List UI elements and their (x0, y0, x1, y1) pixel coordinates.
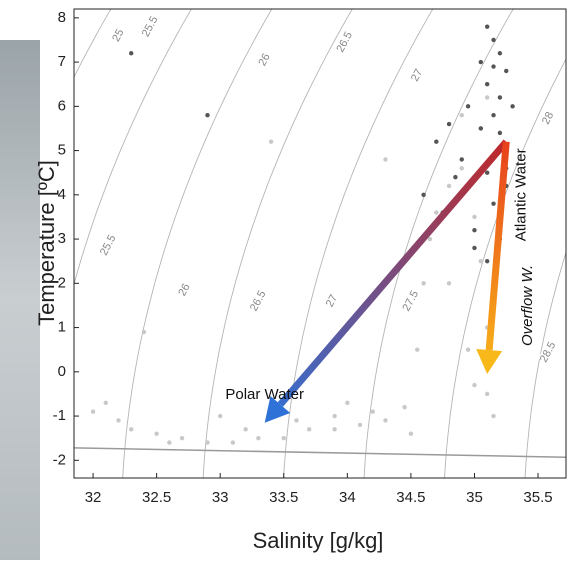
point (383, 157, 387, 161)
x-tick-label: 32 (85, 489, 102, 506)
point (485, 95, 489, 99)
point (447, 122, 451, 126)
point (491, 38, 495, 42)
point (485, 392, 489, 396)
point (358, 423, 362, 427)
point (479, 126, 483, 130)
point (421, 193, 425, 197)
point (460, 113, 464, 117)
point (104, 401, 108, 405)
y-tick-label: 7 (58, 53, 66, 70)
point (294, 418, 298, 422)
point (282, 436, 286, 440)
point (498, 131, 502, 135)
point (479, 259, 483, 263)
point (205, 440, 209, 444)
point (491, 201, 495, 205)
point (154, 432, 158, 436)
point (485, 82, 489, 86)
point (485, 259, 489, 263)
point (421, 281, 425, 285)
point (491, 113, 495, 117)
point (231, 440, 235, 444)
point (498, 51, 502, 55)
point (466, 347, 470, 351)
point (466, 104, 470, 108)
point (269, 140, 273, 144)
y-tick-label: -2 (53, 451, 66, 468)
point (371, 409, 375, 413)
annotation: Polar Water (225, 386, 304, 403)
point (434, 140, 438, 144)
point (485, 24, 489, 28)
point (116, 418, 120, 422)
point (218, 414, 222, 418)
point (409, 432, 413, 436)
y-tick-label: 8 (58, 9, 66, 26)
point (447, 281, 451, 285)
x-tick-label: 35 (466, 489, 483, 506)
point (479, 60, 483, 64)
point (256, 436, 260, 440)
point (402, 405, 406, 409)
y-axis-label: Temperature [ºC] (34, 160, 59, 326)
x-tick-label: 33 (212, 489, 229, 506)
point (453, 175, 457, 179)
annotation: Overflow W. (519, 265, 536, 346)
point (205, 113, 209, 117)
point (460, 157, 464, 161)
y-tick-label: 3 (58, 230, 66, 247)
point (485, 171, 489, 175)
y-tick-label: 2 (58, 274, 66, 291)
x-tick-label: 34 (339, 489, 356, 506)
point (129, 51, 133, 55)
x-tick-label: 32.5 (142, 489, 171, 506)
point (472, 215, 476, 219)
plot-background (40, 0, 569, 560)
point (504, 69, 508, 73)
y-tick-label: 4 (58, 186, 66, 203)
x-axis-label: Salinity [g/kg] (253, 528, 384, 553)
x-tick-label: 35.5 (523, 489, 552, 506)
point (491, 414, 495, 418)
point (447, 184, 451, 188)
annotation: Atlantic Water (512, 148, 529, 241)
y-tick-label: 6 (58, 97, 66, 114)
point (383, 418, 387, 422)
x-tick-label: 33.5 (269, 489, 298, 506)
point (472, 383, 476, 387)
point (142, 330, 146, 334)
point (472, 228, 476, 232)
point (332, 414, 336, 418)
point (434, 210, 438, 214)
point (167, 440, 171, 444)
point (345, 401, 349, 405)
point (332, 427, 336, 431)
point (129, 427, 133, 431)
point (307, 427, 311, 431)
point (415, 347, 419, 351)
point (472, 246, 476, 250)
point (243, 427, 247, 431)
y-tick-label: 5 (58, 142, 66, 159)
y-tick-label: 0 (58, 363, 66, 380)
point (498, 95, 502, 99)
point (460, 166, 464, 170)
y-tick-label: 1 (58, 319, 66, 336)
point (491, 64, 495, 68)
point (91, 409, 95, 413)
point (180, 436, 184, 440)
y-tick-label: -1 (53, 407, 66, 424)
x-tick-label: 34.5 (396, 489, 425, 506)
point (510, 104, 514, 108)
